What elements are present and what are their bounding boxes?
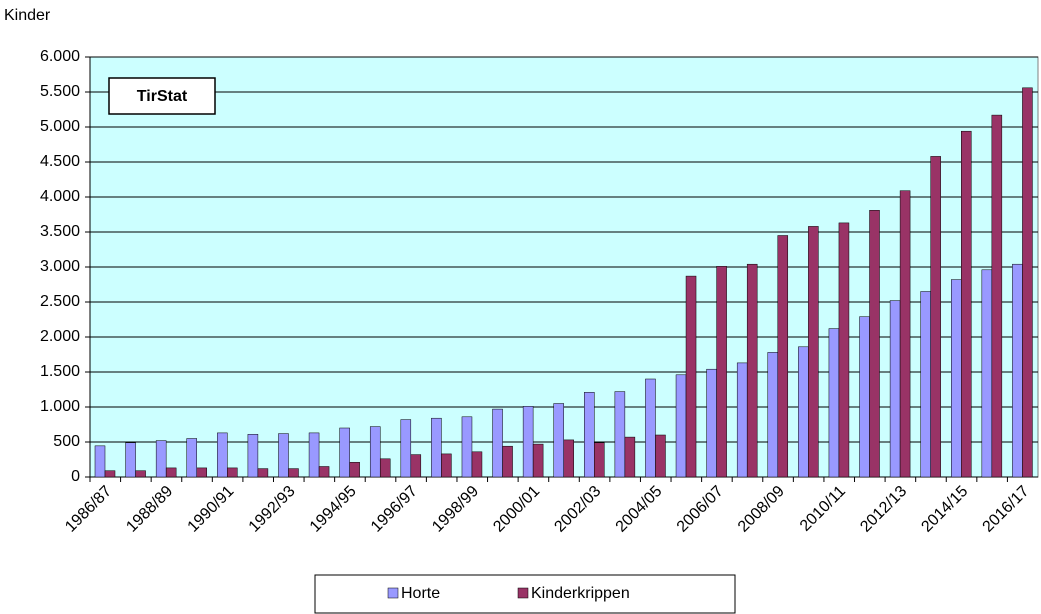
y-tick-label: 4.500 [40, 153, 80, 170]
bar [217, 432, 228, 478]
annotation-box [108, 77, 216, 115]
legend-label: Horte [401, 585, 440, 602]
bar [186, 438, 197, 478]
y-tick-label: 1.500 [40, 363, 80, 380]
bar [1012, 263, 1023, 478]
bar [798, 346, 809, 478]
bar [869, 210, 880, 478]
bar [685, 275, 697, 478]
bar [339, 427, 350, 478]
bar [624, 436, 636, 478]
bar [736, 362, 748, 478]
bar [532, 443, 544, 478]
bar [492, 408, 503, 478]
y-axis-label: Kinder [4, 7, 51, 24]
bar [655, 434, 666, 478]
y-tick-label: 6.000 [40, 48, 80, 65]
bar [594, 442, 605, 478]
x-tick-label: 1994/95 [307, 483, 360, 536]
bar [838, 222, 850, 478]
bar [471, 451, 483, 478]
bar [135, 470, 146, 478]
y-tick-label: 1.000 [40, 398, 80, 415]
bar [104, 470, 116, 478]
bar [278, 433, 289, 478]
bar [991, 114, 1003, 478]
bar [94, 445, 106, 478]
bar [777, 235, 789, 478]
x-tick-label: 2004/05 [613, 483, 666, 536]
x-tick-label: 2000/01 [490, 483, 543, 536]
bar [196, 467, 207, 478]
bar [165, 467, 177, 478]
bar [227, 467, 238, 478]
y-tick-label: 500 [53, 433, 80, 450]
bar [961, 130, 972, 478]
x-tick-label: 1996/97 [368, 483, 421, 536]
bar [400, 419, 412, 478]
bar [318, 466, 330, 478]
y-tick-label: 5.500 [40, 83, 80, 100]
y-tick-label: 5.000 [40, 118, 80, 135]
legend-label: Kinderkrippen [531, 585, 630, 602]
bar [431, 417, 442, 478]
x-tick-label: 2012/13 [857, 483, 910, 536]
y-tick-label: 2.000 [40, 328, 80, 345]
bar [522, 406, 534, 478]
x-tick-label: 2016/17 [980, 483, 1033, 536]
legend-swatch [387, 587, 399, 599]
bar [614, 391, 626, 478]
x-tick-label: 2014/15 [918, 483, 971, 536]
bar [981, 269, 993, 478]
bar [828, 328, 840, 478]
bar [247, 434, 259, 478]
bar [155, 440, 167, 478]
bar [1022, 87, 1033, 478]
bar [461, 416, 473, 478]
bar [930, 156, 941, 478]
bar [706, 368, 717, 478]
bar [553, 403, 564, 478]
annotation: TirStat [137, 88, 188, 105]
bar [584, 392, 595, 478]
x-tick-label: 1990/91 [185, 483, 238, 536]
y-tick-label: 2.500 [40, 293, 80, 310]
bar [675, 374, 687, 478]
bar [767, 352, 779, 478]
bar [410, 454, 422, 478]
bar [502, 445, 513, 478]
bar [369, 426, 381, 478]
y-tick-label: 0 [71, 468, 80, 485]
bar [257, 468, 269, 478]
bar [645, 378, 656, 478]
bar [951, 279, 962, 478]
bar [808, 226, 819, 478]
bar [889, 300, 901, 478]
bar [288, 468, 299, 478]
bar [441, 453, 452, 478]
x-tick-label: 1988/89 [123, 483, 176, 536]
y-tick-label: 4.000 [40, 188, 80, 205]
x-tick-label: 2008/09 [735, 483, 788, 536]
bar [349, 462, 360, 478]
x-tick-label: 2006/07 [674, 483, 727, 536]
bar [920, 291, 931, 478]
bar [716, 266, 727, 478]
y-tick-label: 3.000 [40, 258, 80, 275]
bar [379, 458, 391, 478]
bar [859, 316, 870, 478]
bar [746, 263, 758, 478]
bar [899, 190, 911, 478]
x-tick-label: 2002/03 [551, 483, 604, 536]
bar [308, 432, 320, 478]
x-tick-label: 1986/87 [62, 483, 115, 536]
y-tick-label: 3.500 [40, 223, 80, 240]
legend-swatch [517, 587, 529, 599]
bar [125, 442, 136, 478]
bar [563, 439, 574, 478]
x-tick-label: 1998/99 [429, 483, 482, 536]
x-tick-label: 1992/93 [246, 483, 299, 536]
x-tick-label: 2010/11 [797, 483, 849, 535]
